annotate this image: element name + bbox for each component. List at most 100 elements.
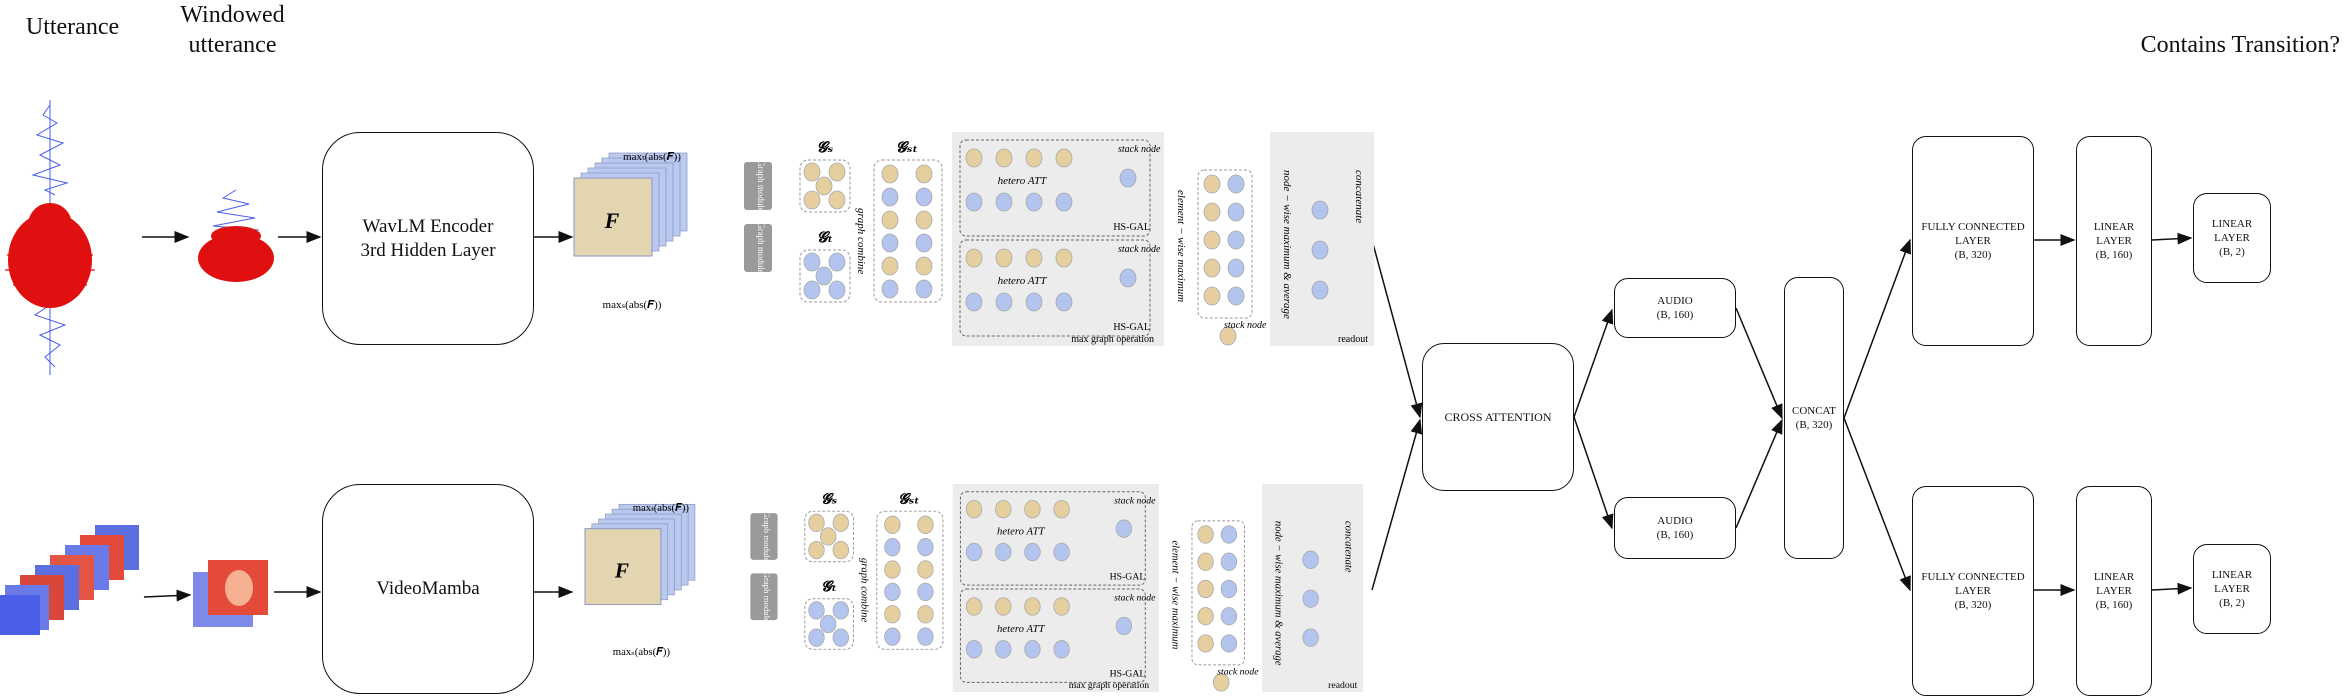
max-graph-op-label: max graph operation [1069,680,1150,691]
hsgal-label: HS-GAL [1110,571,1146,582]
element-max-node [1220,607,1238,626]
hsgal-node [1024,640,1041,659]
wavlm-encoder-box: WavLM Encoder 3rd Hidden Layer [322,132,534,345]
gs-node [832,513,849,532]
gt-node [815,266,833,286]
gt-node [832,628,849,647]
utterance-header: Utterance [25,14,120,40]
max-t-label: maxₜ(abs(𝑭)) [623,151,681,163]
concat-label: CONCAT (B, 320) [1791,405,1836,431]
stack-node [1119,168,1137,188]
stack-node-label: stack node [1114,495,1156,506]
gst-node [881,187,899,207]
readout-label: readout [1328,680,1357,691]
graph-module-bottom-label: Graph module [756,222,766,274]
concatenate-label: concatenate [1353,170,1365,223]
gs-node [828,162,846,182]
element-max-node [1197,579,1214,599]
gst-node [915,233,933,253]
feature-front [584,528,662,606]
gst-node [915,279,933,299]
hsgal-node [965,192,983,212]
video-frames [0,525,139,635]
element-max-node [1203,258,1221,278]
readout-node [1311,240,1329,260]
fc-top-label: FULLY CONNECTED LAYER (B, 320) [1921,221,2025,261]
linear160-bottom-label: LINEAR LAYER (B, 160) [2093,571,2135,611]
hsgal-node [1025,248,1043,268]
hsgal-node [1053,597,1070,616]
gs-node [808,540,825,560]
max-s-label: maxₛ(abs(𝑭)) [613,646,671,658]
concatenate-label: concatenate [1343,521,1355,573]
gs-node [828,190,846,210]
gs-node [808,513,825,532]
hsgal-node [995,640,1012,659]
hsgal-node [1055,148,1073,168]
gs-node [803,162,821,182]
gst-node [915,256,933,276]
hsgal-label: HS-GAL [1113,322,1150,333]
hsgal-node [1053,500,1070,519]
graph-module-top [744,162,772,210]
readout-node [1302,589,1319,608]
readout-node [1302,628,1319,647]
gt-label: 𝓖ₜ [817,230,833,246]
fc-top-box: FULLY CONNECTED LAYER (B, 320) [1912,136,2034,346]
gt-node [808,601,825,620]
linear160-top-label: LINEAR LAYER (B, 160) [2093,221,2135,261]
gst-node [881,256,899,276]
element-max-node [1227,202,1245,222]
readout-label: readout [1338,334,1368,345]
hsgal-node [1025,292,1043,312]
element-max-node [1203,286,1221,306]
hsgal-node [1024,500,1041,519]
gst-node [884,627,901,646]
gst-graph [873,159,943,303]
hsgal-node [1024,542,1041,562]
node-wise-label: node − wise maximum & average [1273,521,1285,666]
hsgal-label: HS-GAL [1110,669,1146,680]
stack-node-readout-label: stack node [1224,320,1267,331]
gt-graph [799,249,851,303]
stack-node [1119,268,1137,288]
gt-node [832,601,849,620]
hsgal-node [995,597,1012,616]
hsgal-node [1025,192,1043,212]
element-max-node [1197,607,1214,626]
cross-attention-label: CROSS ATTENTION [1444,410,1552,424]
linear160-bottom-box: LINEAR LAYER (B, 160) [2076,486,2152,696]
hetero-att-label: hetero ATT [997,526,1045,538]
gst-node [881,164,899,184]
feature-front [573,177,653,257]
hsgal-node [1055,192,1073,212]
gs-graph [804,510,854,563]
element-max-node [1227,258,1245,278]
linear160-top-box: LINEAR LAYER (B, 160) [2076,136,2152,346]
element-max-node [1227,286,1245,306]
gst-node [917,627,934,646]
stack-node [1115,616,1133,636]
gt-node [820,614,837,634]
graph-module-top-label: Graph module [756,160,766,212]
gst-graph [876,510,944,650]
max-s-label: maxₛ(abs(𝑭)) [603,299,662,311]
hsgal-node [995,192,1013,212]
gst-node [881,279,899,299]
readout-stack-node [1219,326,1237,346]
feature-label: F [604,208,620,233]
gnn-pipeline-video: maxₜ(abs(𝑭)) maxₛ(abs(𝑭)) F Graph module Gra… [584,483,1364,693]
gst-node [884,515,901,534]
windowed-utterance-header: Windowed utterance [180,2,285,58]
gt-node [828,280,846,300]
hsgal-node [965,542,983,562]
linear2-bottom-label: LINEAR LAYER (B, 2) [2211,569,2253,609]
cross-attention-box: CROSS ATTENTION [1422,343,1574,491]
hsgal-node [1053,640,1070,659]
graph-module-bottom [750,573,778,621]
hsgal-node [965,148,983,168]
readout-node [1311,280,1329,300]
windowed-frame [193,560,268,627]
hsgal-node [995,248,1013,268]
element-max-node [1197,634,1214,653]
